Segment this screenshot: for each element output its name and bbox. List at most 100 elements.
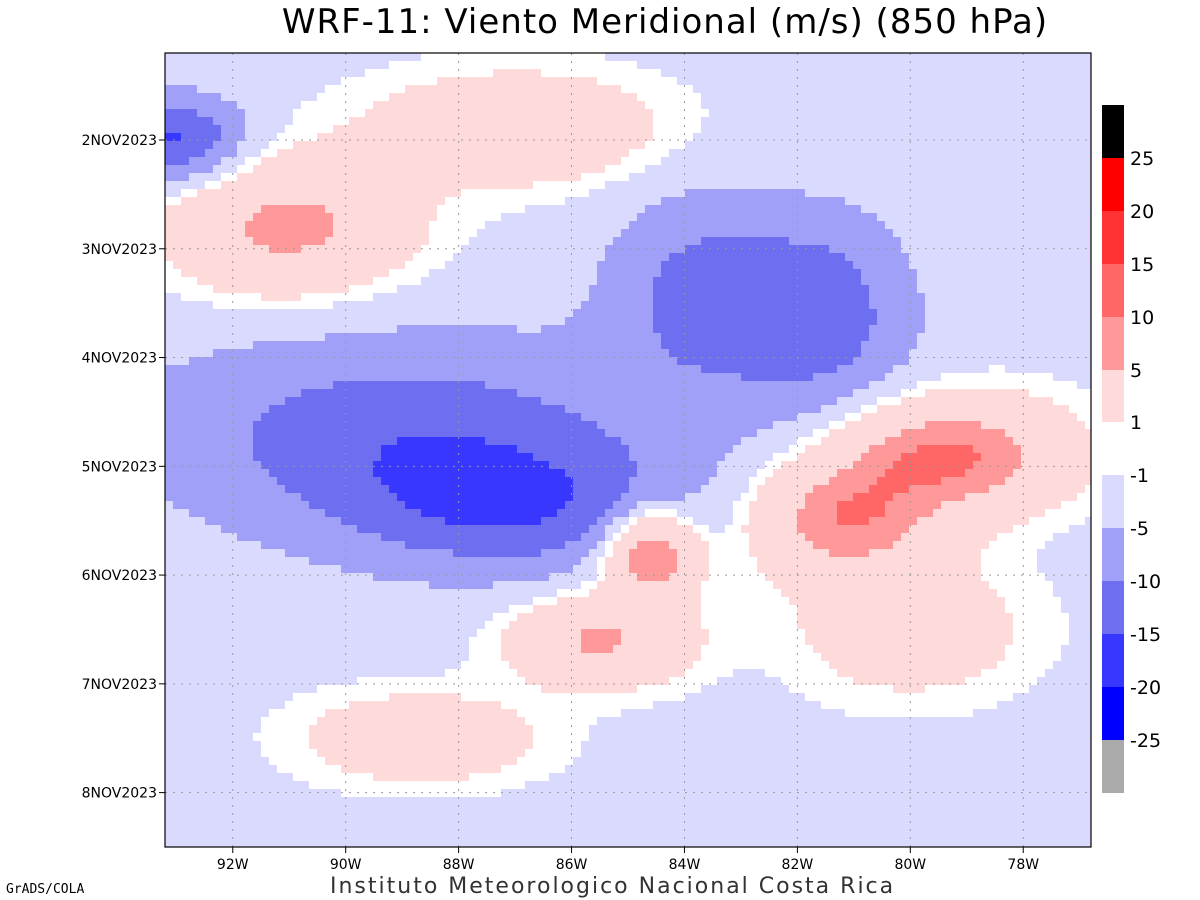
field-cell xyxy=(357,389,366,398)
field-cell xyxy=(1069,285,1078,294)
field-cell xyxy=(365,357,374,366)
field-cell xyxy=(949,365,958,374)
field-cell xyxy=(845,317,854,326)
field-cell xyxy=(581,77,590,86)
field-cell xyxy=(821,237,830,246)
field-cell xyxy=(997,277,1006,286)
field-cell xyxy=(1077,381,1086,390)
field-cell xyxy=(877,309,886,318)
field-cell xyxy=(853,365,862,374)
field-cell xyxy=(901,109,910,118)
field-cell xyxy=(173,341,182,350)
field-cell xyxy=(605,237,614,246)
field-cell xyxy=(485,365,494,374)
field-cell xyxy=(949,373,958,382)
field-cell xyxy=(197,237,206,246)
field-cell xyxy=(237,93,246,102)
field-cell xyxy=(629,253,638,262)
field-cell xyxy=(413,333,422,342)
field-cell xyxy=(237,349,246,358)
field-cell xyxy=(797,341,806,350)
field-cell xyxy=(1029,229,1038,238)
field-cell xyxy=(541,373,550,382)
field-cell xyxy=(613,325,622,334)
field-cell xyxy=(213,253,222,262)
field-cell xyxy=(877,117,886,126)
field-cell xyxy=(885,141,894,150)
field-cell xyxy=(637,93,646,102)
field-cell xyxy=(781,93,790,102)
field-cell xyxy=(605,253,614,262)
field-cell xyxy=(821,149,830,158)
field-cell xyxy=(181,253,190,262)
field-cell xyxy=(885,389,894,398)
field-cell xyxy=(229,365,238,374)
field-cell xyxy=(325,85,334,94)
field-cell xyxy=(645,301,654,310)
field-cell xyxy=(1077,317,1086,326)
field-cell xyxy=(1005,381,1014,390)
field-cell xyxy=(621,357,630,366)
field-cell xyxy=(1085,373,1091,382)
field-cell xyxy=(597,381,606,390)
field-cell xyxy=(501,333,510,342)
field-cell xyxy=(853,341,862,350)
field-cell xyxy=(493,317,502,326)
field-cell xyxy=(437,149,446,158)
field-cell xyxy=(333,253,342,262)
field-cell xyxy=(725,141,734,150)
field-cell xyxy=(525,253,534,262)
field-cell xyxy=(805,317,814,326)
field-cell xyxy=(621,101,630,110)
field-cell xyxy=(253,245,262,254)
field-cell xyxy=(445,349,454,358)
field-cell xyxy=(693,53,702,62)
field-cell xyxy=(261,85,270,94)
field-cell xyxy=(165,349,174,358)
field-cell xyxy=(813,149,822,158)
field-cell xyxy=(909,149,918,158)
field-cell xyxy=(501,117,510,126)
field-cell xyxy=(1045,285,1054,294)
field-cell xyxy=(669,285,678,294)
field-cell xyxy=(429,245,438,254)
field-cell xyxy=(213,349,222,358)
field-cell xyxy=(973,61,982,70)
field-cell xyxy=(437,61,446,70)
field-cell xyxy=(661,309,670,318)
field-cell xyxy=(917,117,926,126)
field-cell xyxy=(765,301,774,310)
field-cell xyxy=(1013,157,1022,166)
field-cell xyxy=(1077,333,1086,342)
field-cell xyxy=(541,85,550,94)
field-cell xyxy=(677,293,686,302)
field-cell xyxy=(597,349,606,358)
field-cell xyxy=(781,293,790,302)
field-cell xyxy=(1021,349,1030,358)
field-cell xyxy=(621,309,630,318)
field-cell xyxy=(813,117,822,126)
field-cell xyxy=(709,125,718,134)
field-cell xyxy=(861,173,870,182)
field-cell xyxy=(253,301,262,310)
field-cell xyxy=(381,237,390,246)
field-cell xyxy=(421,213,430,222)
field-cell xyxy=(429,237,438,246)
field-cell xyxy=(1069,197,1078,206)
field-cell xyxy=(781,141,790,150)
field-cell xyxy=(957,157,966,166)
field-cell xyxy=(813,69,822,78)
field-cell xyxy=(357,325,366,334)
field-cell xyxy=(637,333,646,342)
field-cell xyxy=(237,205,246,214)
field-cell xyxy=(245,229,254,238)
field-cell xyxy=(181,165,190,174)
field-cell xyxy=(1053,245,1062,254)
field-cell xyxy=(629,277,638,286)
field-cell xyxy=(453,189,462,198)
field-cell xyxy=(597,317,606,326)
field-cell xyxy=(453,173,462,182)
field-cell xyxy=(165,285,174,294)
field-cell xyxy=(493,85,502,94)
field-cell xyxy=(621,349,630,358)
